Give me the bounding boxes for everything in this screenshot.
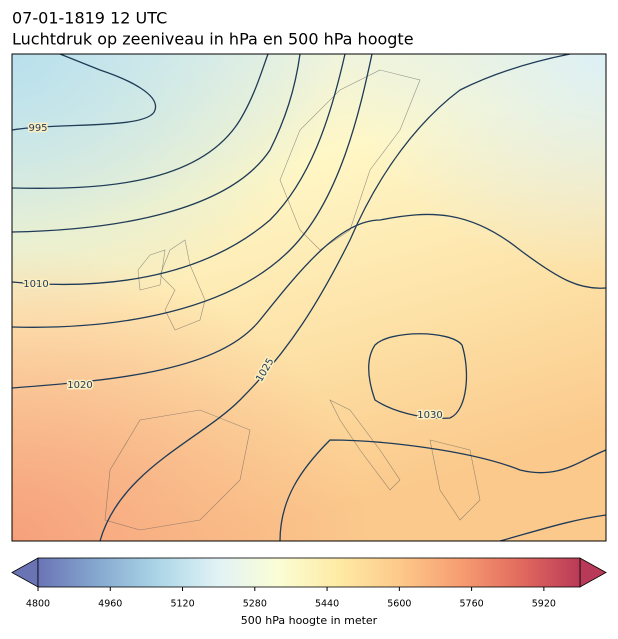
subtitle: Luchtdruk op zeeniveau in hPa en 500 hPa…: [12, 30, 414, 49]
isobar: [12, 54, 373, 328]
coastline: [159, 239, 206, 331]
isobar-label: 1020: [67, 380, 92, 391]
colorbar-tick-label: 5760: [460, 599, 484, 610]
colorbar-label: 500 hPa hoogte in meter: [241, 614, 378, 627]
isobar: [99, 54, 571, 541]
isobar: [12, 54, 346, 286]
isobar: [12, 54, 301, 233]
isobar: [12, 54, 269, 189]
isobar: [12, 54, 157, 131]
coastline: [137, 249, 166, 291]
isobar-label: 1030: [417, 410, 442, 421]
colorbar-extend-high: [579, 557, 607, 588]
colorbar-scale: [37, 557, 581, 588]
isobar-label: 995: [28, 123, 47, 134]
isobar: [499, 514, 606, 541]
isobar: [367, 333, 468, 419]
map-frame: [11, 53, 607, 542]
coastline: [104, 409, 251, 531]
colorbar: 4800 4960 5120 5280 5440 5600 5760 5920: [11, 557, 607, 610]
coastlines: [104, 69, 481, 531]
coastline: [429, 439, 481, 521]
height-field: [12, 54, 606, 541]
colorbar-tick-label: 5280: [243, 599, 267, 610]
coastline: [279, 69, 421, 251]
map: 995 1010 1020 1025 1030: [12, 54, 606, 541]
colorbar-tick-label: 4800: [26, 599, 50, 610]
coastline: [329, 399, 401, 491]
title: 07-01-1819 12 UTC: [12, 9, 167, 28]
colorbar-tick-label: 5440: [315, 599, 339, 610]
isobars: [12, 54, 606, 541]
colorbar-tick-label: 4960: [98, 599, 122, 610]
colorbar-tick-label: 5120: [170, 599, 194, 610]
colorbar-tick-label: 5600: [387, 599, 411, 610]
colorbar-tick-label: 5920: [532, 599, 556, 610]
isobar-label: 1010: [23, 279, 48, 290]
isobar: [279, 439, 606, 541]
colorbar-extend-low: [11, 557, 39, 588]
